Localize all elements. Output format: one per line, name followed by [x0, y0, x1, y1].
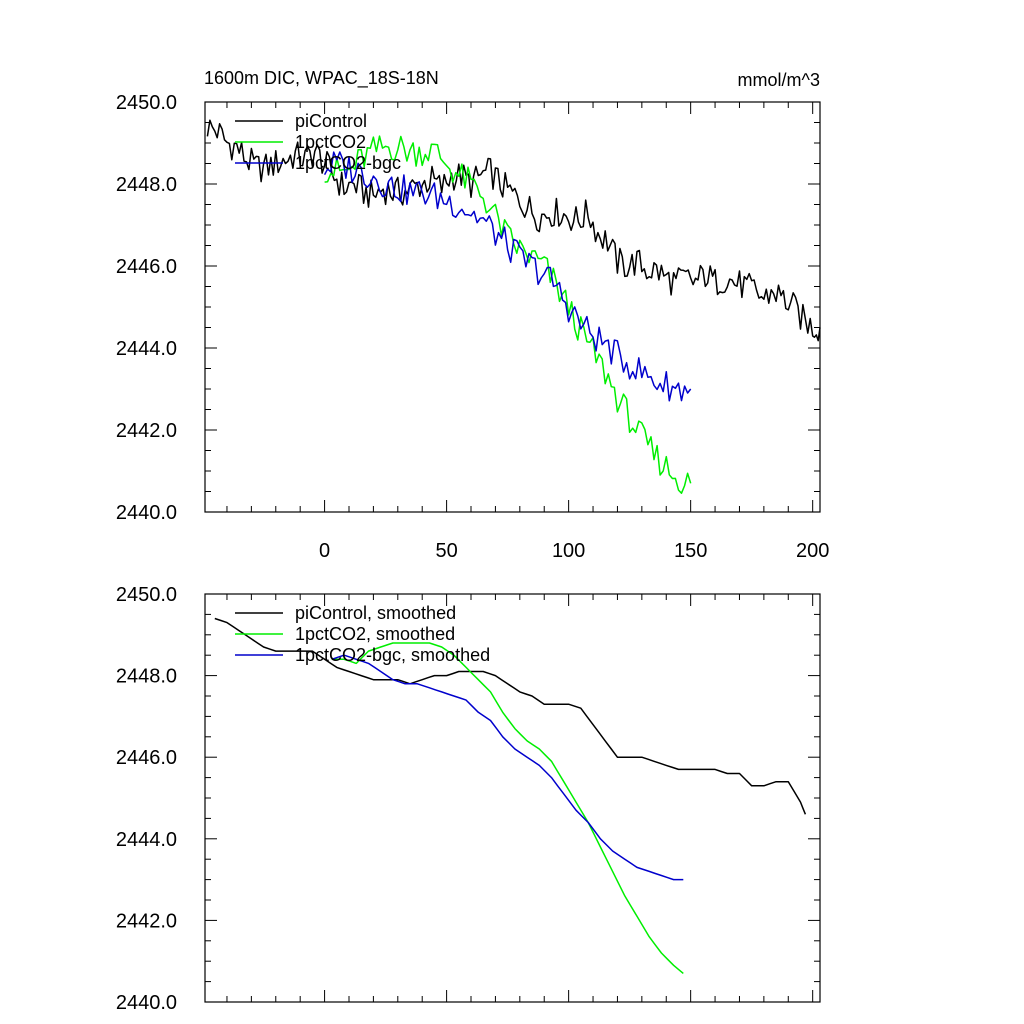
y-tick-label: 2440.0 — [116, 992, 177, 1014]
y-tick-label: 2446.0 — [116, 747, 177, 769]
legend-entry: piControl, smoothed — [295, 603, 456, 623]
series-line-picontrol-smoothed — [214, 617, 807, 815]
x-tick-label: 200 — [796, 540, 829, 562]
y-tick-label: 2448.0 — [116, 666, 177, 688]
panel-bottom: 2440.0 2442.0 2444.0 2446.0 2448.0 2450.0 piCo… — [116, 584, 821, 1014]
legend-entry: 1pctCO2-bgc, smoothed — [295, 645, 490, 665]
legend-entry: 1pctCO2-bgc — [295, 153, 401, 173]
y-tick-label: 2448.0 — [116, 174, 177, 196]
y-tick-label: 2444.0 — [116, 338, 177, 360]
x-tick-label: 150 — [674, 540, 707, 562]
y-tick-label: 2450.0 — [116, 92, 177, 114]
series-line-1pctco2-bgc-smoothed — [331, 654, 684, 881]
chart-title: 1600m DIC, WPAC_18S-18N — [204, 68, 439, 89]
y-tick-label: 2440.0 — [116, 502, 177, 524]
series-line-1pctco2 — [324, 135, 692, 494]
y-tick-label: 2446.0 — [116, 256, 177, 278]
series-line-picontrol — [206, 119, 821, 342]
series-line-1pctco2-bgc — [323, 151, 692, 402]
y-tick-label: 2442.0 — [116, 910, 177, 932]
units-label: mmol/m^3 — [738, 70, 820, 90]
legend-entry: piControl — [295, 111, 367, 131]
legend-entry: 1pctCO2, smoothed — [295, 624, 455, 644]
y-tick-label: 2444.0 — [116, 829, 177, 851]
panel-top: 1600m DIC, WPAC_18S-18N mmol/m^3 2440.0 2… — [116, 68, 830, 562]
y-tick-label: 2442.0 — [116, 420, 177, 442]
x-tick-label: 50 — [435, 540, 457, 562]
x-tick-label: 0 — [319, 540, 330, 562]
x-tick-label: 100 — [552, 540, 585, 562]
legend-entry: 1pctCO2 — [295, 132, 366, 152]
series-line-1pctco2-smoothed — [331, 642, 684, 974]
y-tick-label: 2450.0 — [116, 584, 177, 606]
